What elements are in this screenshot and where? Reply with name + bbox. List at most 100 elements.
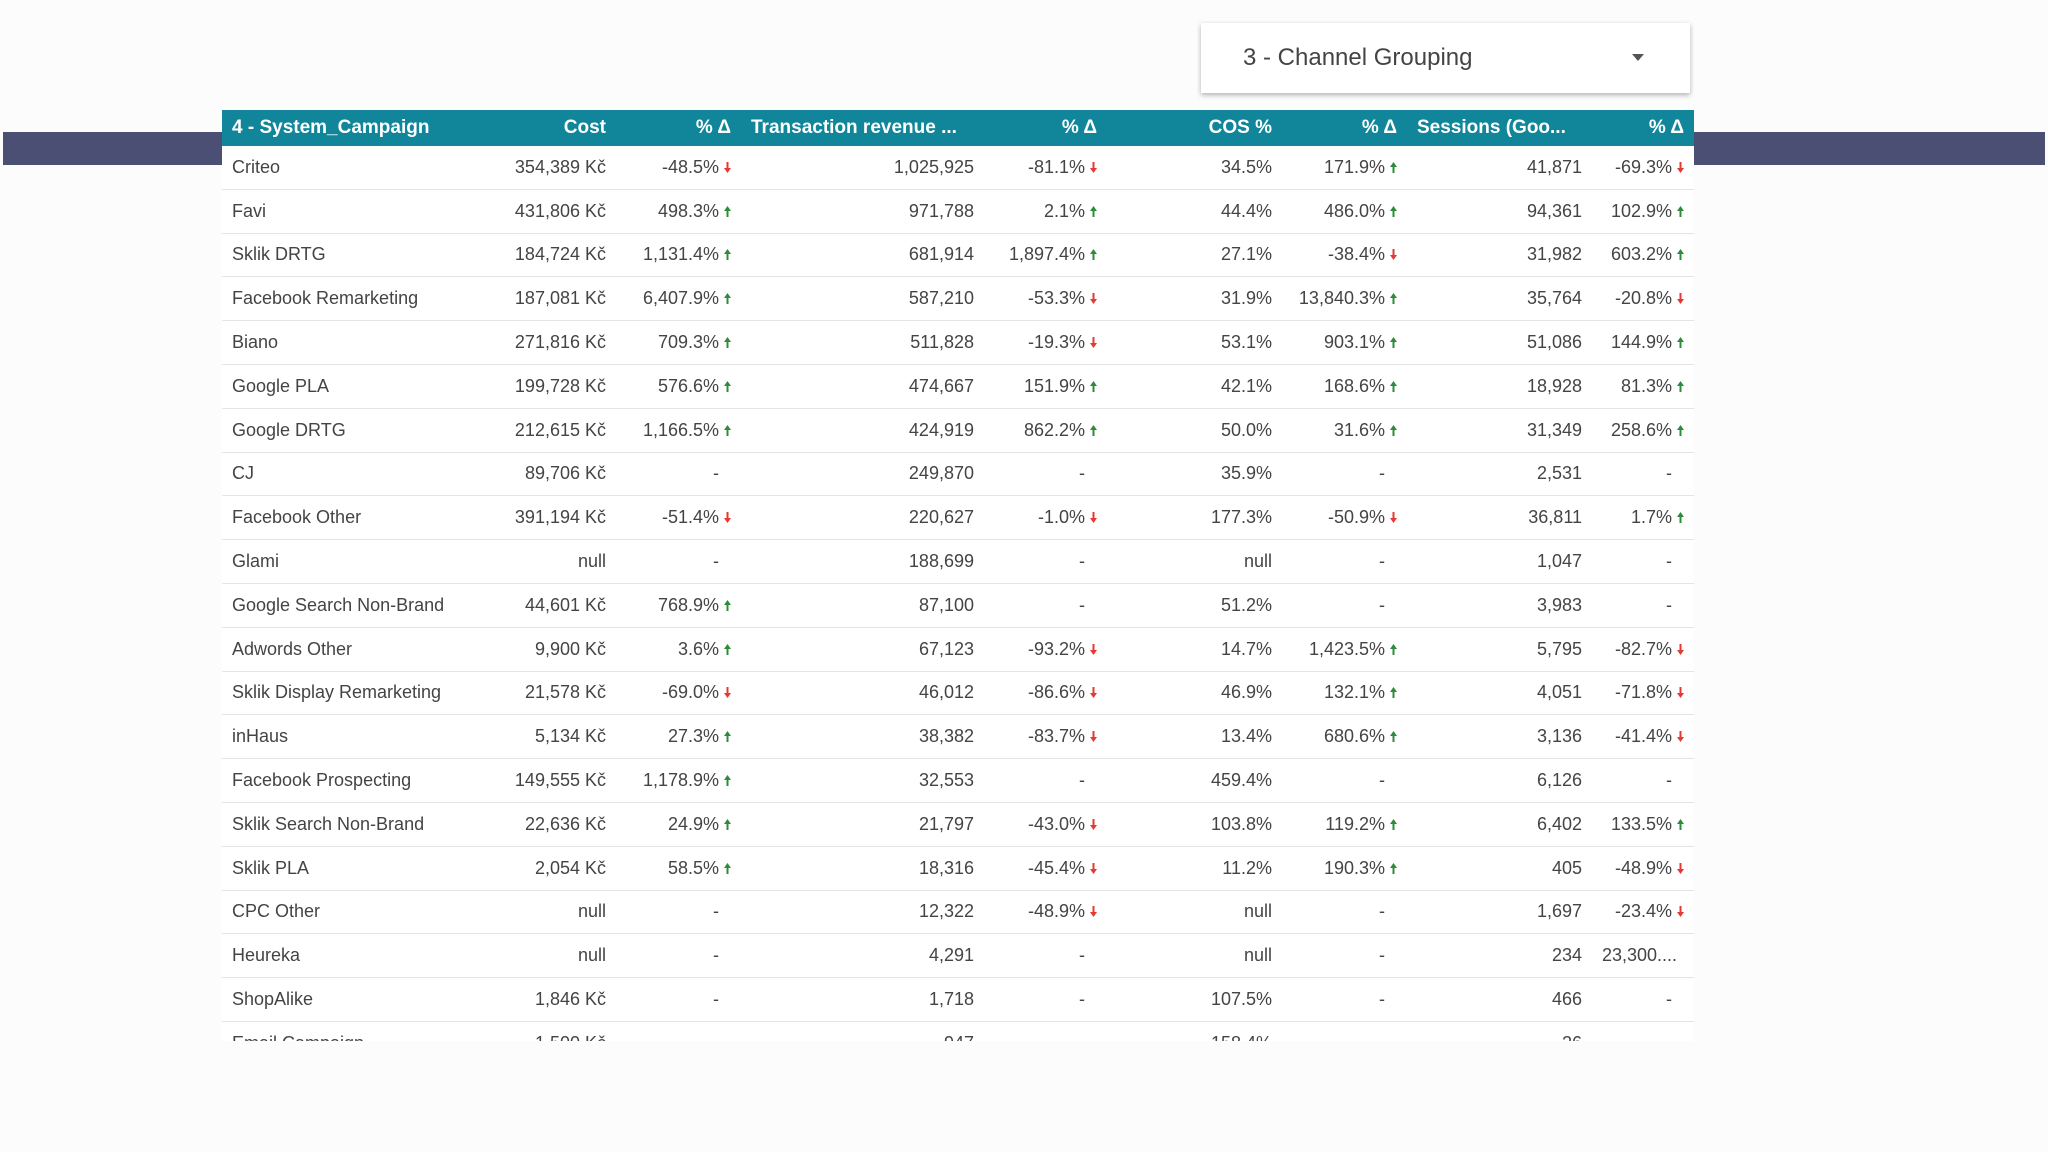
trend-arrow — [1676, 376, 1684, 397]
cell: -50.9% — [1282, 507, 1407, 528]
cell-text: 119.2% — [1325, 813, 1385, 834]
cell-text: 1,897.4% — [1008, 244, 1085, 265]
cell: 81.3% — [1592, 376, 1694, 397]
cell: 424,919 — [741, 420, 984, 441]
trend-arrow — [723, 639, 731, 660]
trend-arrow — [723, 376, 731, 397]
cell-text: 486.0% — [1323, 200, 1385, 221]
header-cell: % Δ — [984, 117, 1107, 139]
cell: 58.5% — [616, 858, 741, 879]
cell-text: -50.9% — [1327, 507, 1385, 528]
cell: -48.9% — [1592, 858, 1694, 879]
cell: -48.5% — [616, 157, 741, 178]
cell: 971,788 — [741, 201, 984, 222]
cell: 31,982 — [1407, 244, 1592, 265]
cell: Heureka — [222, 945, 483, 966]
cell-text: 107.5% — [1210, 989, 1272, 1010]
table-row: CPC Other null - 12,322 -48.9% null - 1,697 -23.… — [222, 891, 1694, 935]
cell: 4,051 — [1407, 682, 1592, 703]
cell: 511,828 — [741, 332, 984, 353]
cell-text: 249,870 — [908, 463, 974, 484]
cell: - — [1592, 595, 1694, 616]
cell: 576.6% — [616, 376, 741, 397]
cell-text: - — [1079, 770, 1085, 791]
cell: 1,166.5% — [616, 420, 741, 441]
cell-text: - — [1079, 945, 1085, 966]
cell: - — [616, 551, 741, 572]
cell-text: 41,871 — [1526, 156, 1582, 177]
cell: - — [1282, 551, 1407, 572]
cell-text: 31,349 — [1526, 419, 1582, 440]
cell: Sklik DRTG — [222, 244, 483, 265]
trend-arrow — [723, 332, 731, 353]
cell: 220,627 — [741, 507, 984, 528]
cell-text: 1,178.9% — [642, 770, 719, 791]
cell-text: 158.4% — [1211, 1033, 1272, 1041]
cell-text: 681,914 — [908, 244, 974, 265]
cell: Facebook Prospecting — [222, 770, 483, 791]
cell: 18,928 — [1407, 376, 1592, 397]
cell-text: - — [1666, 594, 1672, 615]
cell: CJ — [222, 463, 483, 484]
cell: 1,500 Kč — [483, 1033, 616, 1041]
cell-text: 431,806 Kč — [514, 200, 606, 221]
trend-arrow — [1089, 726, 1097, 747]
header-text: COS % — [1208, 117, 1272, 138]
cell-text: 151.9% — [1023, 375, 1085, 396]
cell-text: -51.4% — [661, 507, 719, 528]
cell: 391,194 Kč — [483, 507, 616, 528]
table-row: Biano 271,816 Kč 709.3% 511,828 -19.3% 53.1% 9… — [222, 321, 1694, 365]
cell: - — [984, 463, 1107, 484]
cell-text: 31.9% — [1220, 288, 1272, 309]
cell-text: 680.6% — [1323, 726, 1385, 747]
cell: Criteo — [222, 157, 483, 178]
cell-text: null — [577, 901, 606, 922]
cell: 2,531 — [1407, 463, 1592, 484]
cell: -23.4% — [1592, 901, 1694, 922]
cell-text: Criteo — [232, 156, 281, 177]
cell: 5,795 — [1407, 639, 1592, 660]
cell-text: -1.0% — [1037, 507, 1085, 528]
table-row: Glami null - 188,699 - null - 1,047 - — [222, 540, 1694, 584]
cell: 587,210 — [741, 288, 984, 309]
trend-arrow — [723, 157, 731, 178]
cell: 709.3% — [616, 332, 741, 353]
cell: 46.9% — [1107, 682, 1282, 703]
cell-text: 220,627 — [908, 507, 974, 528]
cell: 102.9% — [1592, 201, 1694, 222]
cell: 486.0% — [1282, 201, 1407, 222]
cell-text: -48.9% — [1614, 857, 1672, 878]
cell: 89,706 Kč — [483, 463, 616, 484]
table: 4 - System_Campaign Cost % Δ Transaction re… — [222, 110, 1694, 1041]
cell-text: 11.2% — [1222, 857, 1272, 878]
cell: - — [984, 770, 1107, 791]
table-row: Google DRTG 212,615 Kč 1,166.5% 424,919 862.… — [222, 409, 1694, 453]
cell: 1,178.9% — [616, 770, 741, 791]
header-cell: Cost — [483, 117, 616, 139]
cell-text: - — [1666, 770, 1672, 791]
cell-text: -86.6% — [1027, 682, 1085, 703]
cell: ShopAlike — [222, 989, 483, 1010]
cell-text: - — [1079, 989, 1085, 1010]
cell-text: - — [1379, 463, 1385, 484]
cell: - — [984, 945, 1107, 966]
cell: 158.4% — [1107, 1033, 1282, 1041]
trend-arrow — [1089, 288, 1097, 309]
cell: - — [1282, 945, 1407, 966]
cell-text: 31.6% — [1333, 419, 1385, 440]
cell-text: - — [1379, 770, 1385, 791]
cell: 681,914 — [741, 244, 984, 265]
cell-text: 21,797 — [918, 813, 974, 834]
header-text: Cost — [563, 117, 606, 138]
cell-text: 35,764 — [1526, 288, 1582, 309]
cell-text: Facebook Remarketing — [232, 288, 419, 309]
cell: 947 — [741, 1033, 984, 1041]
cell-text: 4,291 — [928, 945, 974, 966]
cell: 144.9% — [1592, 332, 1694, 353]
cell: 13.4% — [1107, 726, 1282, 747]
cell-text: 3,136 — [1536, 726, 1582, 747]
dropdown[interactable]: 3 - Channel Grouping — [1201, 23, 1690, 93]
cell-text: -71.8% — [1614, 682, 1672, 703]
trend-arrow — [1089, 157, 1097, 178]
